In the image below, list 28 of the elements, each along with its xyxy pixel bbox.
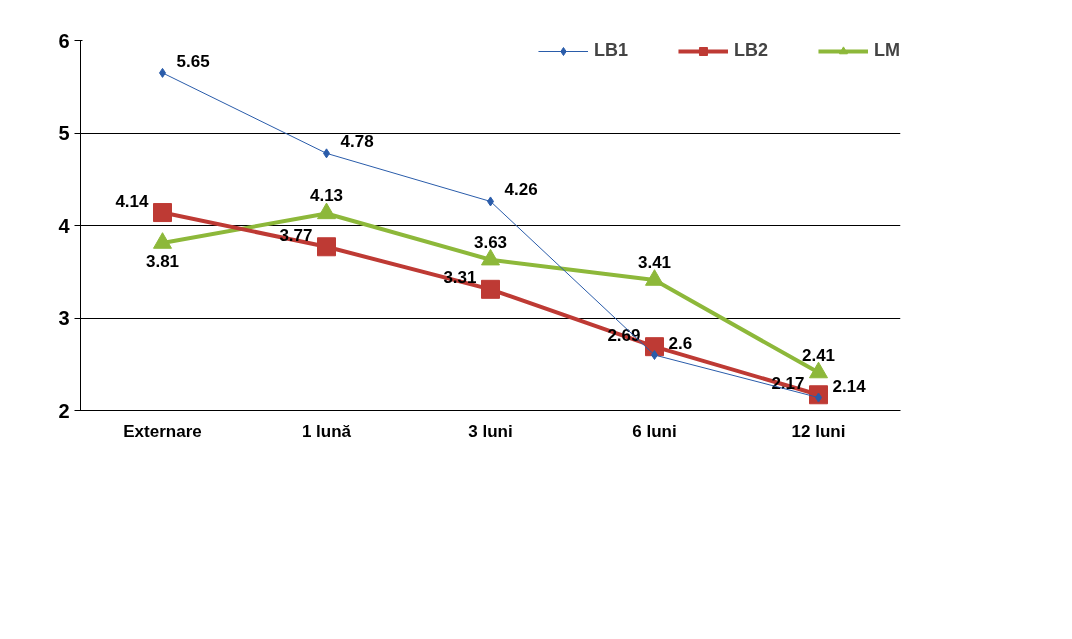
- y-tick-label: 5: [58, 122, 70, 144]
- data-label: 5.65: [176, 51, 210, 71]
- data-label: 2.41: [801, 345, 836, 365]
- x-tick-label: Externare: [123, 421, 202, 441]
- y-tick-label: 3: [58, 307, 70, 329]
- legend-label: LB1: [593, 40, 628, 61]
- point: [153, 203, 172, 223]
- x-tick-label: 12 luni: [791, 421, 846, 441]
- data-label: 3.41: [637, 253, 672, 273]
- y-tick-label: 6: [58, 29, 70, 52]
- data-label: 4.78: [340, 132, 374, 152]
- x-tick-label: 6 luni: [632, 421, 677, 441]
- x-tick-label: 3 luni: [468, 421, 513, 441]
- data-label: 3.81: [145, 252, 180, 272]
- legend-label: LM: [874, 40, 900, 61]
- legend-label: LB2: [733, 40, 768, 61]
- data-label: 4.13: [309, 186, 344, 206]
- data-label: 3.63: [473, 232, 508, 252]
- point: [317, 237, 336, 257]
- data-label: 2.14: [832, 376, 867, 396]
- y-tick-label: 2: [58, 399, 70, 422]
- data-label: 4.14: [115, 191, 150, 211]
- point: [481, 279, 500, 299]
- x-tick-label: 1 lună: [301, 421, 352, 441]
- data-label: 2.6: [668, 334, 693, 353]
- y-tick-label: 4: [58, 214, 71, 237]
- data-label: 4.26: [504, 180, 538, 200]
- point: [651, 350, 658, 360]
